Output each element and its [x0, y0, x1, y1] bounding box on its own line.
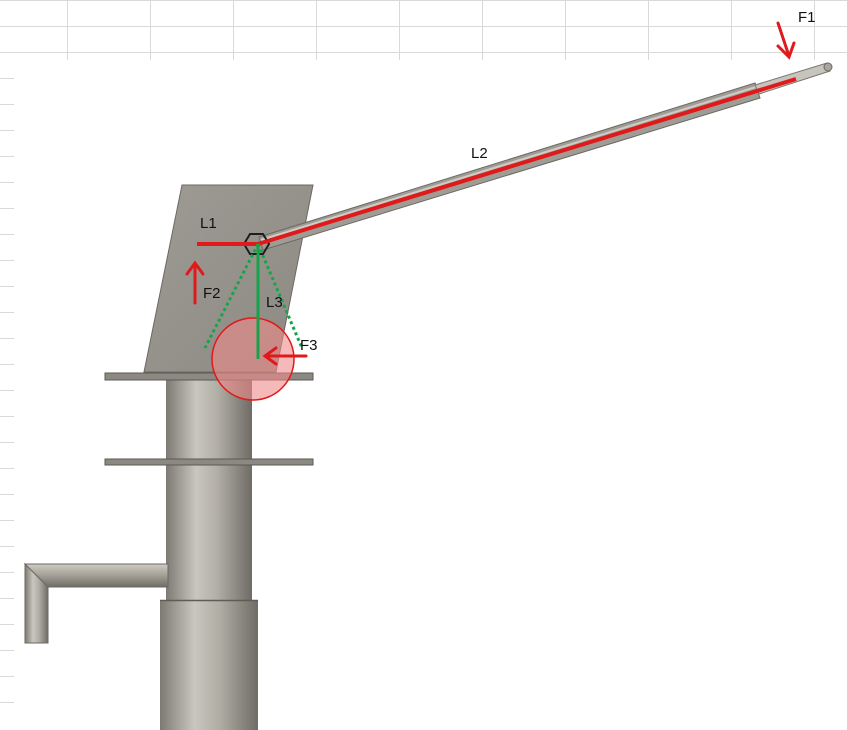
pivot-zone-circle — [211, 317, 295, 401]
dotted-guide-left — [203, 243, 260, 349]
force-arrow-f3 — [262, 346, 308, 366]
force-arrow-f1 — [776, 21, 796, 60]
label-f3: F3 — [300, 337, 318, 354]
force-arrow-f2 — [185, 260, 205, 305]
top-flange — [104, 372, 314, 381]
row-ticks — [0, 78, 14, 703]
label-l2: L2 — [471, 145, 488, 162]
pump-column — [166, 380, 252, 602]
spout — [23, 562, 169, 644]
dotted-guide-right — [256, 243, 304, 349]
label-l3: L3 — [266, 294, 283, 311]
label-l1: L1 — [200, 215, 217, 232]
label-f1: F1 — [798, 9, 816, 26]
pump-lower-column — [160, 600, 258, 730]
middle-flange — [104, 458, 314, 466]
spreadsheet-grid — [0, 0, 847, 60]
lever-arm-l2 — [257, 77, 797, 246]
label-f2: F2 — [203, 285, 221, 302]
